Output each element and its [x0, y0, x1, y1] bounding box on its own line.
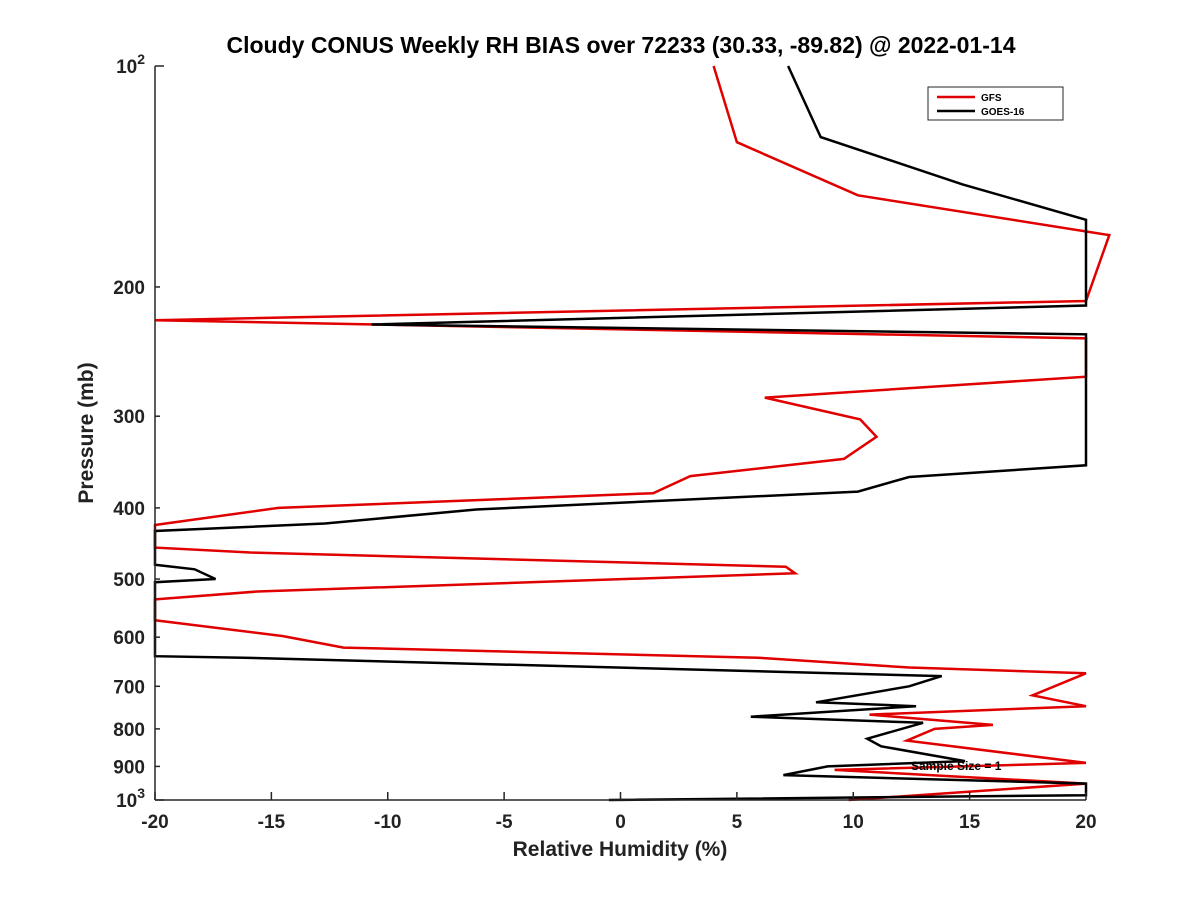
x-tick-label: 20	[1075, 812, 1096, 833]
legend: GFS GOES-16	[927, 86, 1064, 121]
y-tick-label: 200	[113, 278, 145, 299]
x-tick-label: 0	[615, 812, 626, 833]
x-tick-label: -5	[496, 812, 513, 833]
x-tick-label: 10	[843, 812, 864, 833]
y-tick-label: 103	[116, 785, 145, 812]
legend-label-gfs: GFS	[981, 93, 1002, 104]
x-tick-label: -10	[374, 812, 401, 833]
y-tick-label: 800	[113, 720, 145, 741]
legend-box	[927, 86, 1064, 121]
x-ticks: -20 -15 -10 -5 0 5 10 15 20	[141, 792, 1097, 833]
y-ticks: 102 200 300 400 500 600 700 800 900 103	[113, 51, 164, 812]
x-tick-label: -20	[141, 812, 168, 833]
x-tick-label: 5	[732, 812, 743, 833]
y-tick-label: 500	[113, 570, 145, 591]
y-tick-label: 700	[113, 677, 145, 698]
sample-size-annotation: Sample Size = 1	[911, 759, 1002, 773]
x-axis-label: Relative Humidity (%)	[513, 838, 728, 861]
chart-title: Cloudy CONUS Weekly RH BIAS over 72233 (…	[226, 32, 1015, 58]
legend-label-goes16: GOES-16	[981, 107, 1025, 118]
x-tick-label: 15	[959, 812, 981, 833]
y-tick-label: 600	[113, 628, 145, 649]
y-tick-label: 900	[113, 757, 145, 778]
y-tick-label: 400	[113, 499, 145, 520]
plot-area	[155, 66, 1086, 800]
x-tick-label: -15	[258, 812, 286, 833]
y-tick-label: 300	[113, 407, 145, 428]
y-axis-label: Pressure (mb)	[75, 362, 98, 503]
y-tick-label: 102	[116, 51, 145, 78]
